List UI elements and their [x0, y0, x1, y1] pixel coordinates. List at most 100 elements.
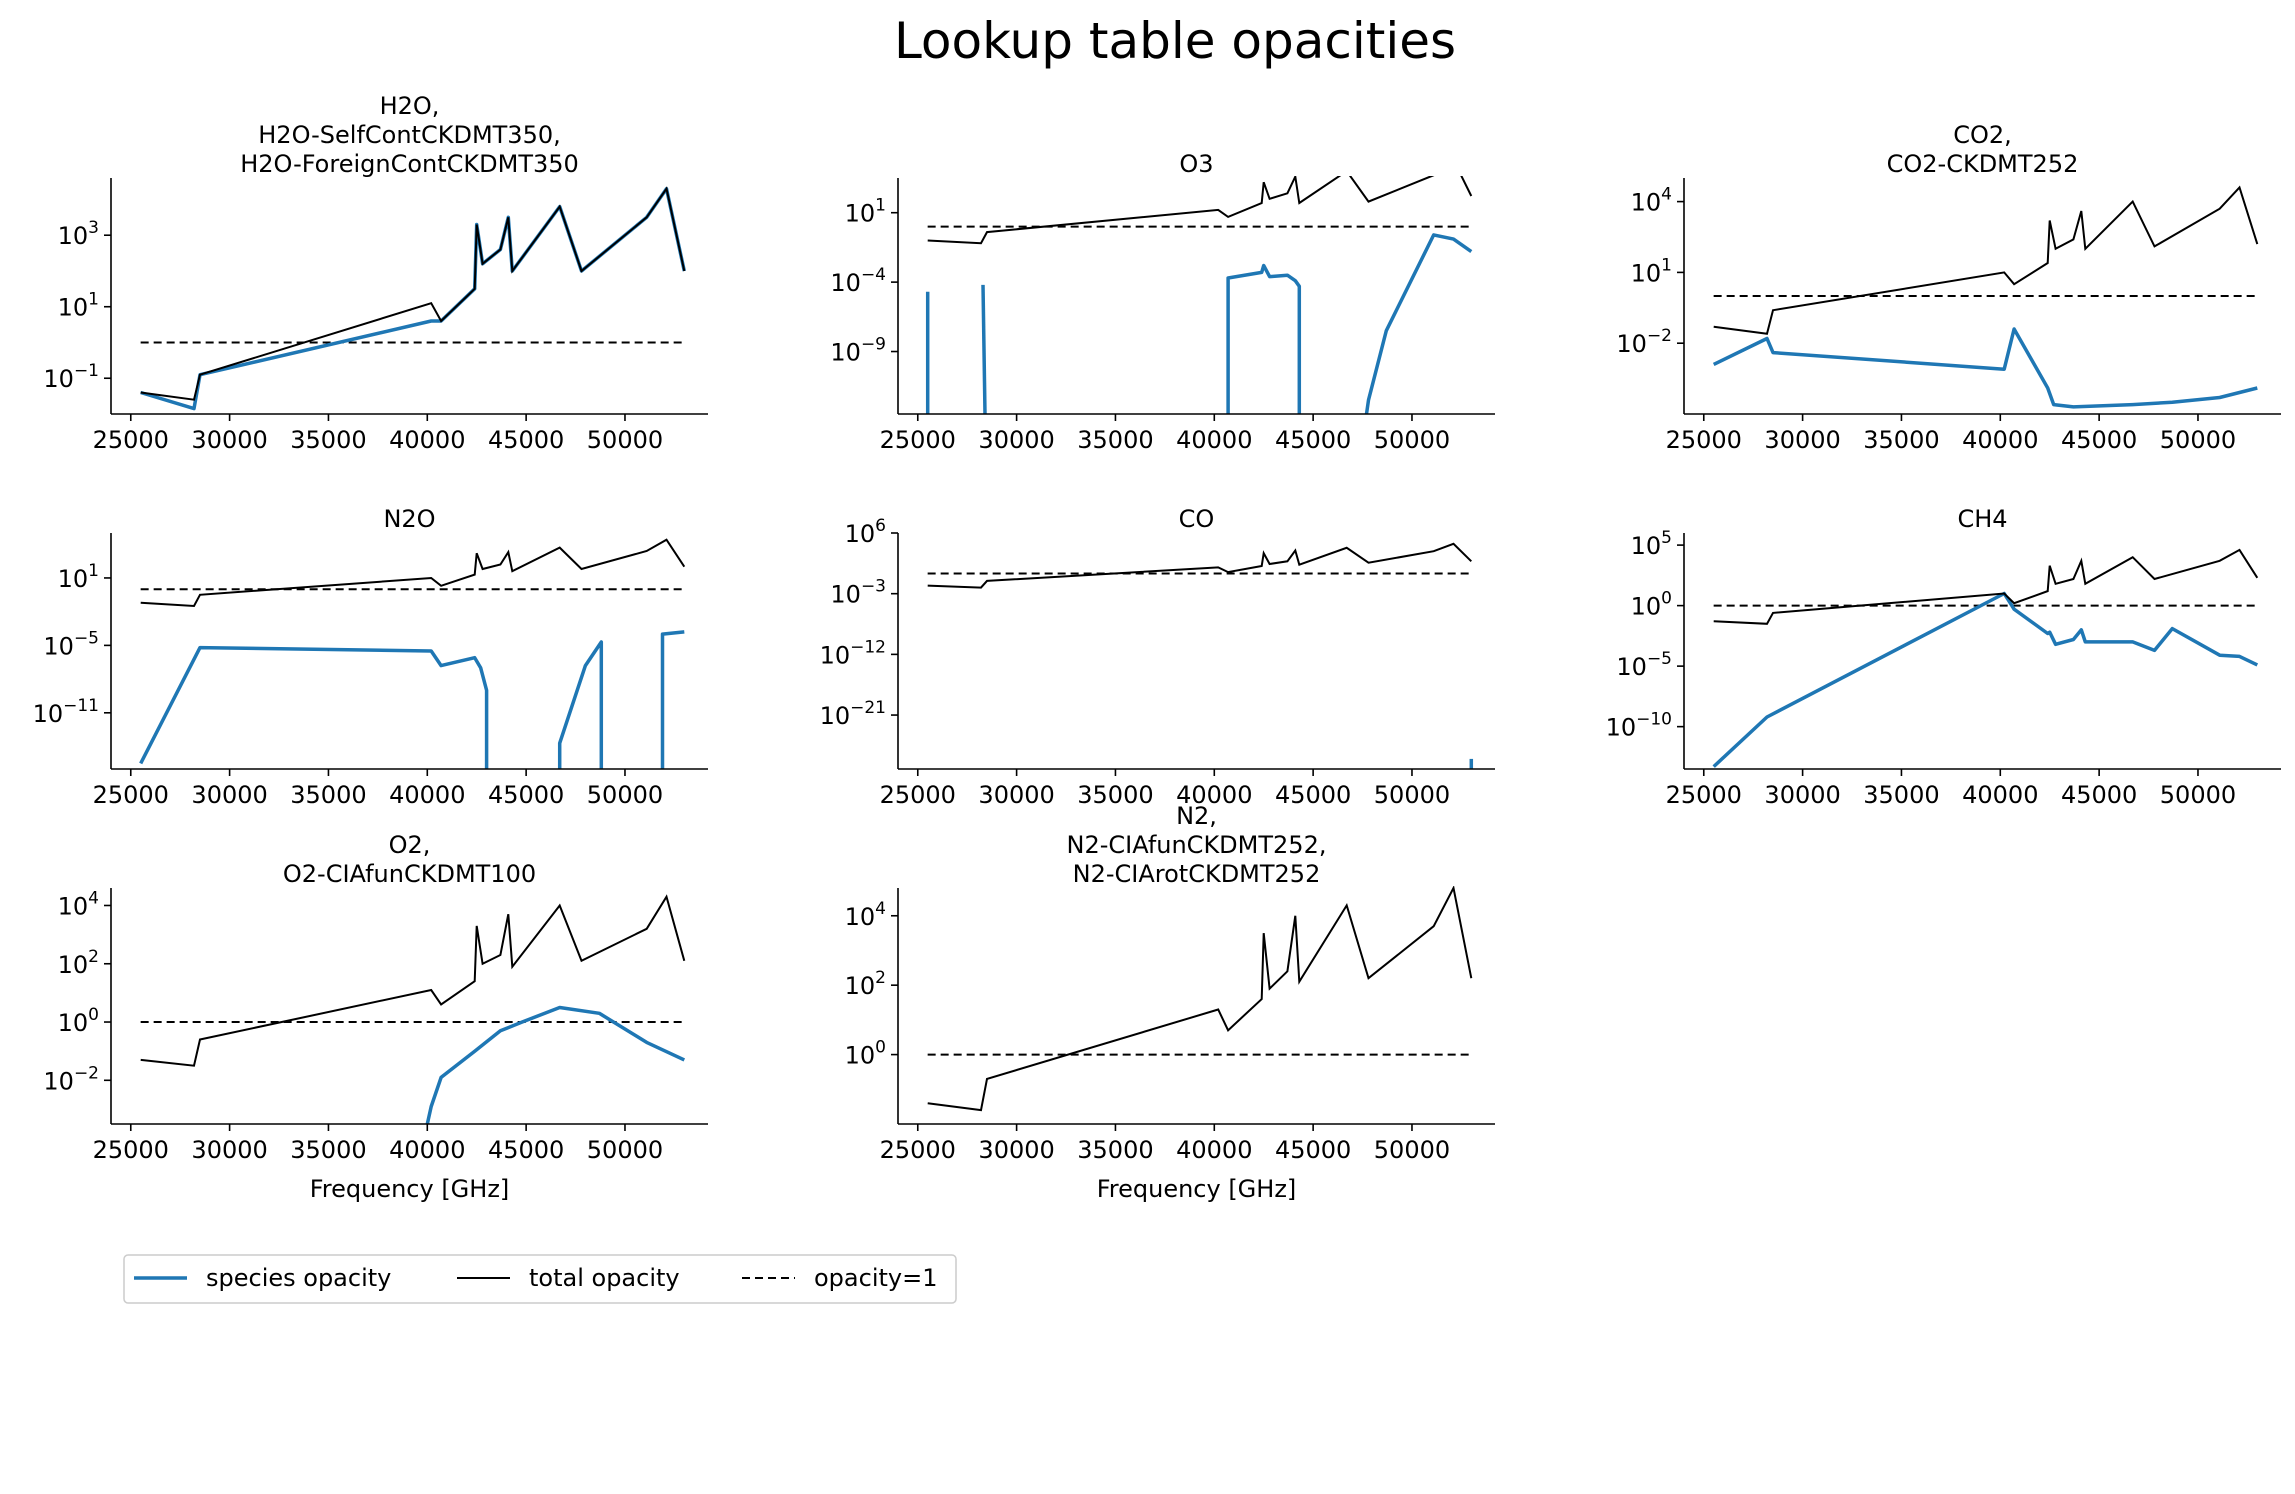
legend: species opacity total opacity opacity=1 [123, 1254, 957, 1304]
x-tick-label: 35000 [1077, 1136, 1153, 1164]
plot-area [140, 186, 687, 411]
x-tick-label: 30000 [978, 1136, 1054, 1164]
species-opacity-line [1712, 591, 2259, 768]
subplot-6: 25000 30000 35000 40000 45000 5000010−1010−51… [1606, 505, 2281, 809]
x-tick-label: 45000 [1275, 426, 1351, 454]
subplot-title-line: N2-CIArotCKDMT252 [1073, 860, 1321, 888]
legend-total-label: total opacity [529, 1264, 680, 1292]
x-tick-label: 45000 [2061, 426, 2137, 454]
x-tick-label: 40000 [1176, 781, 1252, 809]
x-tick-label: 40000 [1962, 781, 2038, 809]
plot-area [139, 538, 686, 769]
subplot-title-line: CO2-CKDMT252 [1887, 150, 2079, 178]
species-opacity-line [425, 1005, 686, 1124]
total-opacity-line [140, 894, 686, 1067]
x-tick-label: 25000 [1666, 426, 1742, 454]
subplot-title-line: N2O [383, 505, 435, 533]
total-opacity-line [927, 176, 1473, 245]
species-opacity-line [660, 630, 685, 769]
x-tick-label: 45000 [1275, 781, 1351, 809]
plot-area [927, 542, 1474, 769]
x-tick-label: 50000 [1374, 1136, 1450, 1164]
subplot-7: 25000 30000 35000 40000 45000 5000010−2100102… [43, 831, 708, 1203]
x-tick-label: 45000 [488, 1136, 564, 1164]
y-tick-label: 10−5 [43, 628, 99, 660]
x-tick-label: 50000 [1374, 781, 1450, 809]
x-tick-label: 30000 [191, 426, 267, 454]
species-opacity-line [1226, 263, 1302, 414]
figure-title: Lookup table opacities [894, 12, 1456, 70]
x-tick-label: 25000 [93, 1136, 169, 1164]
x-tick-label: 40000 [389, 1136, 465, 1164]
total-opacity-line [927, 886, 1473, 1112]
x-tick-label: 35000 [290, 426, 366, 454]
subplot-title-line: H2O-ForeignContCKDMT350 [240, 150, 579, 178]
x-tick-label: 50000 [587, 781, 663, 809]
x-tick-label: 25000 [1666, 781, 1742, 809]
subplot-title-line: H2O, [380, 92, 440, 120]
subplot-1: 25000 30000 35000 40000 45000 5000010−1101103… [43, 92, 708, 454]
total-opacity-line [140, 186, 686, 401]
subplot-3: 25000 30000 35000 40000 45000 5000010−2101104… [1616, 121, 2281, 454]
species-opacity-line [557, 640, 604, 769]
subplot-title-line: CH4 [1957, 505, 2007, 533]
subplot-title-line: N2-CIAfunCKDMT252, [1067, 831, 1327, 859]
x-tick-label: 45000 [488, 426, 564, 454]
plot-area [1712, 548, 2259, 768]
subplot-title-line: H2O-SelfContCKDMT350, [258, 121, 561, 149]
x-tick-label: 35000 [1863, 426, 1939, 454]
x-tick-label: 45000 [2061, 781, 2137, 809]
x-tick-label: 35000 [290, 781, 366, 809]
x-tick-label: 50000 [2160, 426, 2236, 454]
plot-area [1712, 185, 2259, 409]
x-axis-label: Frequency [GHz] [1097, 1175, 1297, 1203]
plot-area [927, 886, 1473, 1112]
x-tick-label: 35000 [290, 1136, 366, 1164]
x-tick-label: 35000 [1077, 426, 1153, 454]
x-tick-label: 40000 [389, 781, 465, 809]
x-tick-label: 50000 [587, 426, 663, 454]
y-tick-label: 101 [1631, 255, 1672, 287]
subplot-title-line: CO2, [1953, 121, 2012, 149]
x-tick-label: 50000 [1374, 426, 1450, 454]
x-tick-label: 40000 [1176, 426, 1252, 454]
x-tick-label: 30000 [191, 1136, 267, 1164]
subplot-title-line: N2, [1176, 802, 1217, 830]
legend-frame [123, 1254, 957, 1304]
total-opacity-line [140, 538, 686, 608]
x-tick-label: 25000 [880, 781, 956, 809]
subplot-grid: 25000 30000 35000 40000 45000 5000010−1101103… [33, 92, 2281, 1203]
y-tick-label: 101 [58, 290, 99, 322]
x-tick-label: 35000 [1077, 781, 1153, 809]
species-opacity-line [139, 645, 489, 769]
x-axis-label: Frequency [GHz] [310, 1175, 510, 1203]
x-tick-label: 45000 [1275, 1136, 1351, 1164]
species-opacity-line [981, 284, 987, 414]
x-tick-label: 30000 [191, 781, 267, 809]
subplot-title-line: O3 [1179, 150, 1213, 178]
x-tick-label: 30000 [978, 781, 1054, 809]
subplot-5: 25000 30000 35000 40000 45000 5000010−2110−12… [820, 505, 1495, 809]
x-tick-label: 50000 [587, 1136, 663, 1164]
x-tick-label: 25000 [880, 1136, 956, 1164]
y-tick-label: 100 [1631, 589, 1672, 621]
x-tick-label: 50000 [2160, 781, 2236, 809]
subplot-title-line: O2-CIAfunCKDMT100 [283, 860, 536, 888]
legend-species-label: species opacity [206, 1264, 391, 1292]
subplot-title-line: O2, [389, 831, 431, 859]
x-tick-label: 40000 [389, 426, 465, 454]
x-tick-label: 35000 [1863, 781, 1939, 809]
x-tick-label: 40000 [1962, 426, 2038, 454]
x-tick-label: 25000 [93, 426, 169, 454]
plot-area [925, 176, 1473, 414]
x-tick-label: 45000 [488, 781, 564, 809]
x-tick-label: 40000 [1176, 1136, 1252, 1164]
x-tick-label: 25000 [93, 781, 169, 809]
plot-area [140, 894, 686, 1124]
species-opacity-line [1364, 233, 1473, 414]
x-tick-label: 25000 [880, 426, 956, 454]
legend-reference-label: opacity=1 [814, 1264, 937, 1292]
x-tick-label: 30000 [1764, 426, 1840, 454]
